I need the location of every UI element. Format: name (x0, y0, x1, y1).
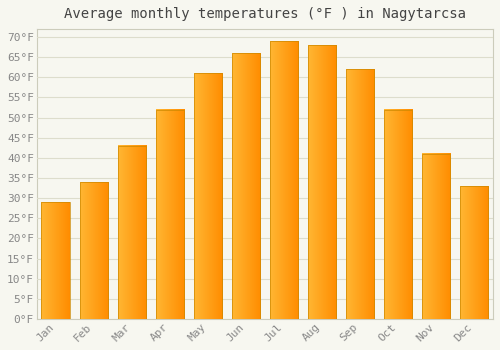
Bar (346, 69, 374, 319)
Bar (460, 186, 488, 319)
Bar (42, 202, 70, 319)
Bar (384, 110, 412, 319)
Bar (384, 110, 412, 319)
Bar (346, 69, 374, 319)
Bar (270, 41, 298, 319)
Bar (194, 74, 222, 319)
Bar (42, 202, 70, 319)
Bar (118, 146, 146, 319)
Bar (194, 74, 222, 319)
Bar (156, 110, 184, 319)
Bar (422, 154, 450, 319)
Bar (118, 146, 146, 319)
Bar (422, 154, 450, 319)
Bar (232, 53, 260, 319)
Bar (80, 182, 108, 319)
Bar (308, 45, 336, 319)
Bar (460, 186, 488, 319)
Bar (308, 45, 336, 319)
Bar (232, 53, 260, 319)
Bar (80, 182, 108, 319)
Bar (156, 110, 184, 319)
Bar (270, 41, 298, 319)
Title: Average monthly temperatures (°F ) in Nagytarcsa: Average monthly temperatures (°F ) in Na… (64, 7, 466, 21)
